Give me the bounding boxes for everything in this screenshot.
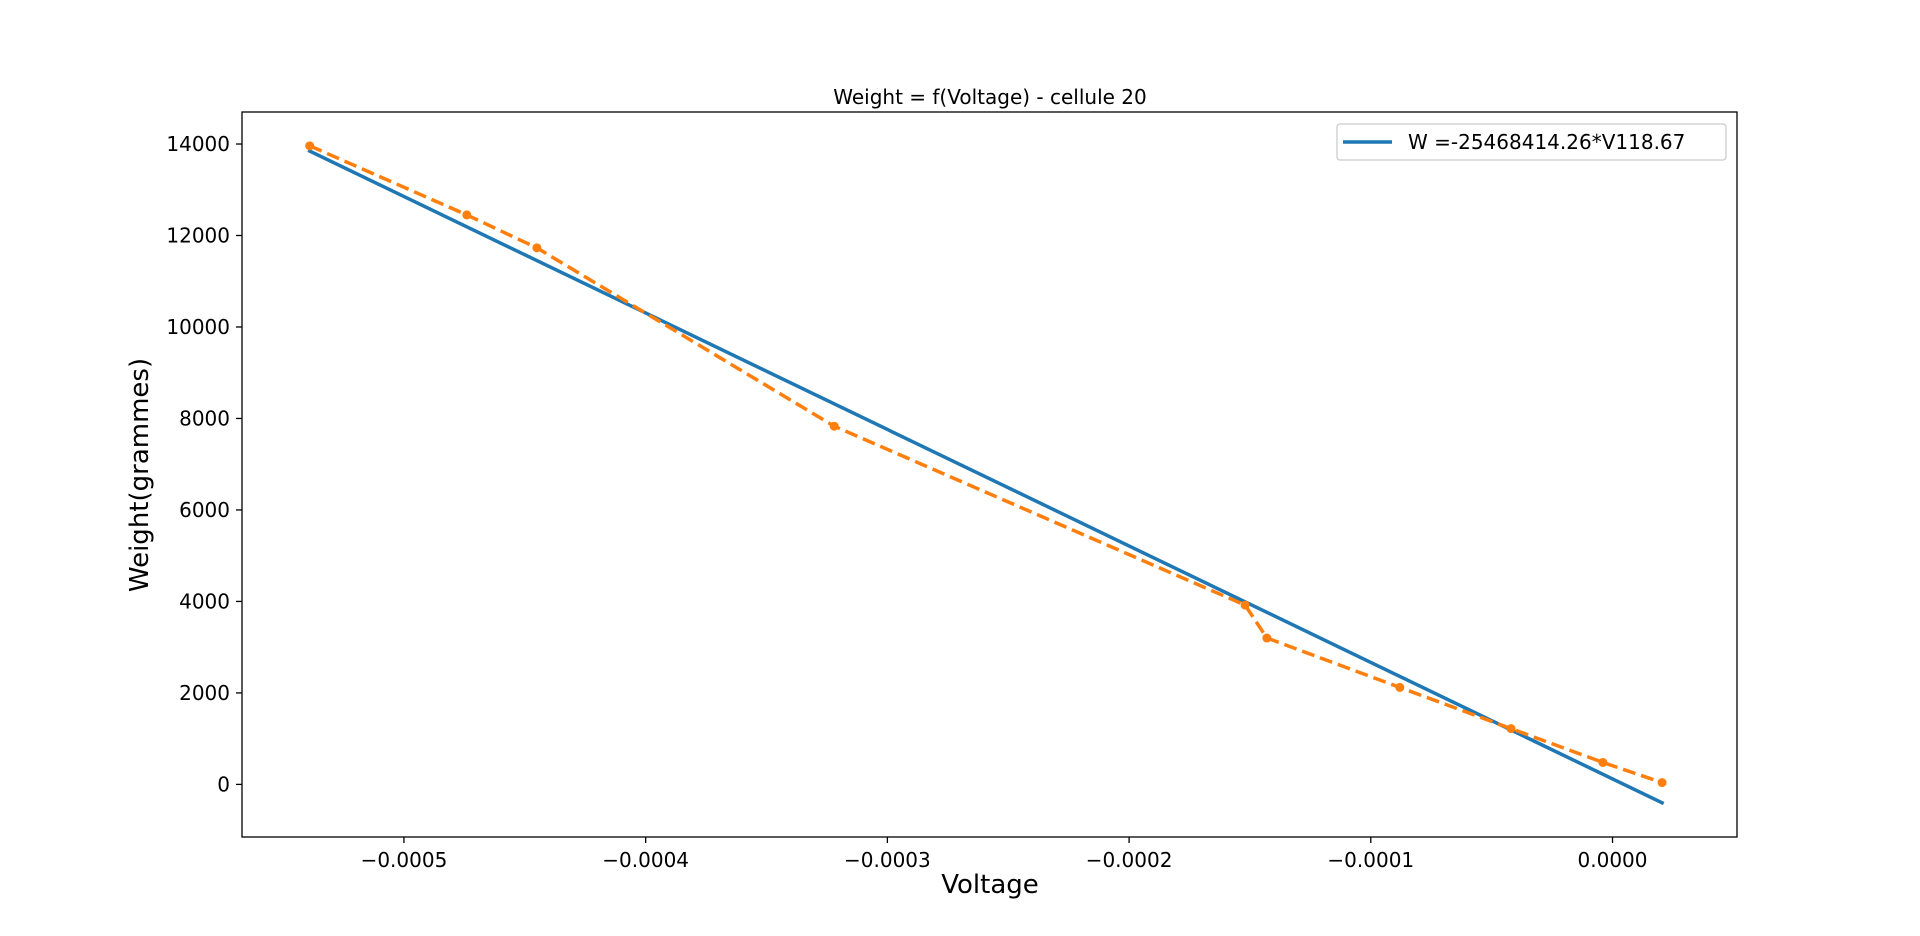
data-point: [462, 210, 472, 220]
legend-box: [1336, 123, 1727, 161]
data-point: [1262, 633, 1272, 643]
data-point: [1240, 600, 1250, 610]
y-tick-label: 6000: [179, 498, 230, 522]
fit-line: [307, 148, 1665, 806]
legend-label: W =-25468414.26*V118.67: [1408, 130, 1685, 154]
y-tick-label: 10000: [166, 315, 230, 339]
y-tick-label: 0: [217, 772, 230, 796]
x-tick-label: −0.0001: [1327, 848, 1414, 872]
data-point: [1657, 778, 1667, 788]
x-tick-label: −0.0002: [1086, 848, 1173, 872]
data-point: [305, 141, 315, 151]
legend: W =-25468414.26*V118.67: [1336, 123, 1727, 161]
plot-area: [305, 141, 1667, 806]
x-tick-label: −0.0004: [602, 848, 689, 872]
data-point: [829, 421, 839, 431]
chart-title: Weight = f(Voltage) - cellule 20: [833, 85, 1147, 109]
y-tick-label: 4000: [179, 589, 230, 613]
x-tick-label: 0.0000: [1578, 848, 1648, 872]
y-axis: 0 2000 4000 6000 8000 10000 12000 14000: [166, 132, 242, 796]
data-point: [532, 243, 542, 253]
y-tick-label: 2000: [179, 681, 230, 705]
data-point: [1395, 682, 1405, 692]
data-point: [1598, 757, 1608, 767]
y-tick-label: 8000: [179, 406, 230, 430]
data-point: [1506, 724, 1516, 734]
x-tick-label: −0.0005: [361, 848, 448, 872]
y-tick-label: 14000: [166, 132, 230, 156]
x-tick-label: −0.0003: [844, 848, 931, 872]
y-axis-label: Weight(grammes): [125, 358, 155, 592]
plot-frame: [241, 111, 1738, 838]
x-axis-label: Voltage: [941, 870, 1039, 900]
measured-line: [308, 144, 1663, 785]
x-axis: −0.0005 −0.0004 −0.0003 −0.0002 −0.0001 0.000…: [361, 837, 1648, 872]
y-tick-label: 12000: [166, 224, 230, 248]
